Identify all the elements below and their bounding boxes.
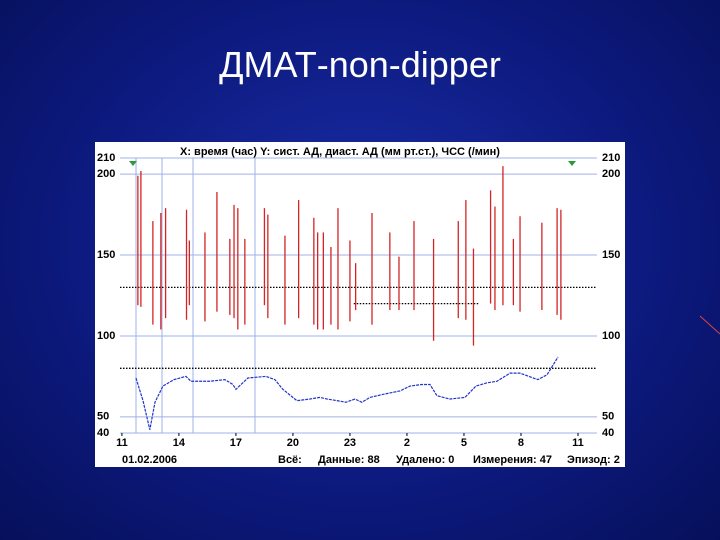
x-tick-label: 23 (344, 437, 356, 449)
y2-tick-label: 100 (602, 330, 620, 342)
x-tick-label: 2 (404, 437, 410, 449)
hr-line (135, 356, 559, 430)
y2-tick-label: 150 (602, 249, 620, 261)
y-tick-label: 50 (97, 411, 109, 423)
x-tick-label: 8 (518, 437, 524, 449)
slide-title: ДМАТ-non-dipper (219, 44, 501, 85)
chart-title: X: время (час) Y: сист. АД, диаст. АД (м… (180, 146, 500, 158)
x-tick-label: 17 (230, 437, 242, 449)
panel-bg (95, 142, 625, 467)
x-tick-label: 20 (287, 437, 299, 449)
x-tick-label: 5 (461, 437, 467, 449)
x-tick-label: 14 (173, 437, 186, 449)
status-text: Удалено: 0 (396, 454, 454, 466)
status-text: 01.02.2006 (122, 454, 177, 466)
marker-triangle (129, 161, 137, 166)
y2-tick-label: 50 (602, 411, 614, 423)
y-tick-label: 100 (97, 330, 115, 342)
y2-tick-label: 40 (602, 427, 614, 439)
y-tick-label: 40 (97, 427, 109, 439)
y-tick-label: 200 (97, 168, 115, 180)
status-text: Данные: 88 (318, 454, 380, 466)
y2-tick-label: 210 (602, 152, 620, 164)
y-tick-label: 150 (97, 249, 115, 261)
status-text: Измерения: 47 (473, 454, 552, 466)
x-tick-label: 11 (572, 437, 584, 449)
chart-panel: X: время (час) Y: сист. АД, диаст. АД (м… (95, 142, 625, 467)
marker-triangle (568, 161, 576, 166)
status-text: Эпизод: 2 (567, 454, 620, 466)
y2-tick-label: 200 (602, 168, 620, 180)
decor-line (699, 315, 720, 335)
status-text: Всё: (278, 454, 302, 466)
x-tick-label: 11 (116, 437, 128, 449)
y-tick-label: 210 (97, 152, 115, 164)
